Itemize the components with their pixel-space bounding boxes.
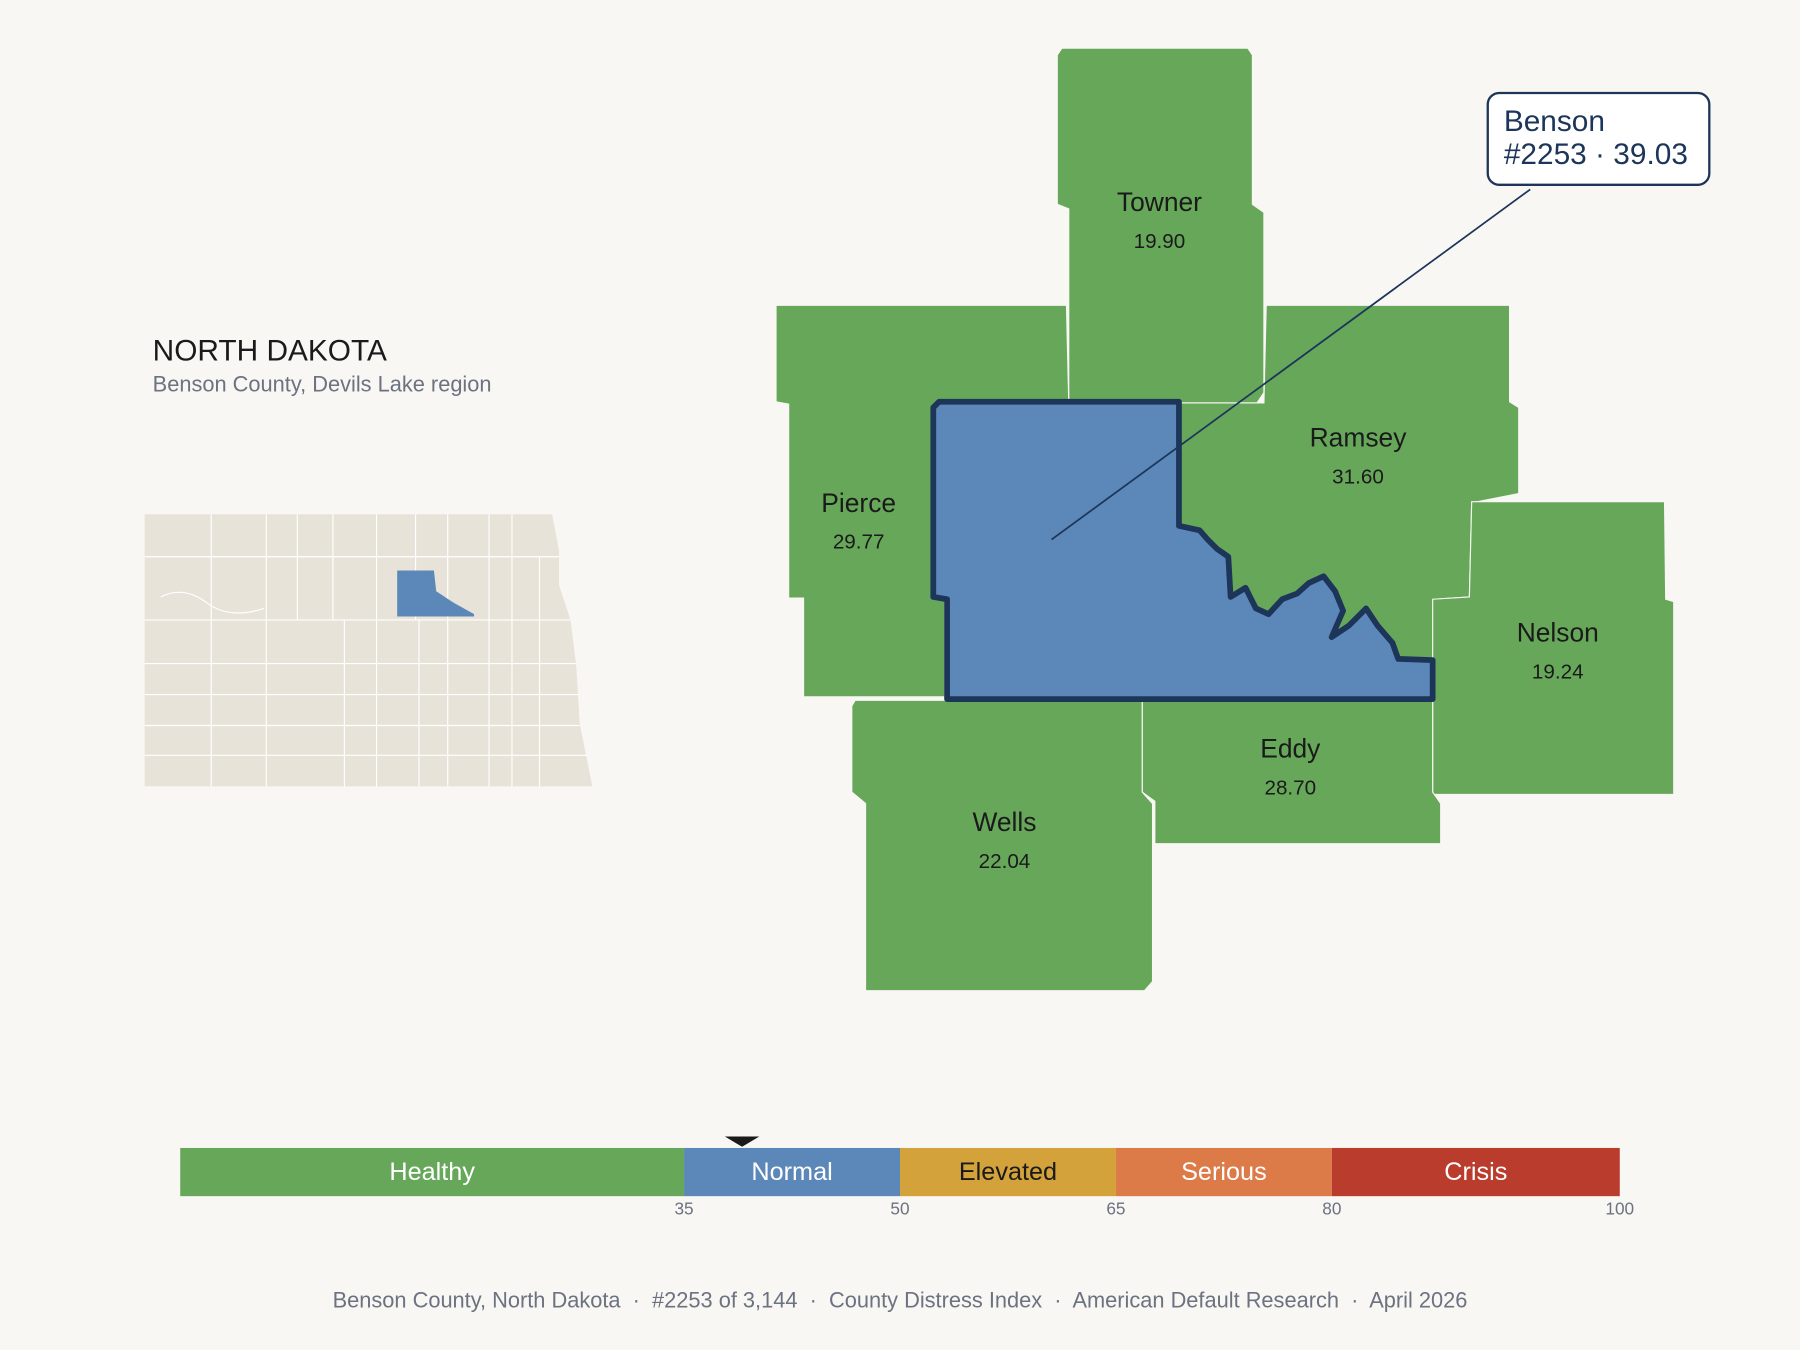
scale-band <box>180 1147 685 1197</box>
scale-band <box>1331 1147 1620 1197</box>
score-marker <box>724 1136 760 1147</box>
county-benson <box>930 398 1436 702</box>
callout-detail: #2253 · 39.03 <box>1504 138 1688 171</box>
tick-label: 65 <box>1106 1199 1125 1219</box>
state-inset <box>144 514 593 787</box>
distress-scale: Healthy Normal Elevated Serious Crisis 35 50 65… <box>180 1136 1634 1219</box>
tick-label: 35 <box>674 1199 693 1219</box>
band-label: Crisis <box>1444 1158 1507 1186</box>
band-label: Serious <box>1181 1158 1267 1186</box>
county-eddy <box>1141 699 1442 845</box>
county-name: Nelson <box>1517 618 1599 648</box>
tick-label: 100 <box>1605 1199 1634 1219</box>
tick-label: 50 <box>890 1199 909 1219</box>
county-score: 19.24 <box>1532 660 1584 683</box>
county-score: 31.60 <box>1332 465 1384 488</box>
county-score: 22.04 <box>979 850 1031 873</box>
county-wells <box>851 699 1154 992</box>
leader-line <box>1051 188 1531 541</box>
county-score: 19.90 <box>1134 230 1186 253</box>
scale-band <box>1115 1147 1332 1197</box>
tick-label: 80 <box>1322 1199 1341 1219</box>
county-name: Ramsey <box>1310 423 1408 453</box>
footer: Benson County, North Dakota · #2253 of 3… <box>333 1288 1468 1313</box>
scale-band <box>684 1147 900 1197</box>
inset-highlight <box>397 570 475 617</box>
county-towner <box>1056 47 1265 404</box>
band-label: Elevated <box>959 1158 1057 1186</box>
subtitle: Benson County, Devils Lake region <box>153 371 492 396</box>
callout-box <box>1486 91 1711 186</box>
callout-name: Benson <box>1504 105 1605 138</box>
state-shape <box>144 514 593 787</box>
region-map: Towner 19.90 Pierce 29.77 Ramsey 31.60 Nelson 1… <box>775 47 1711 992</box>
county-score: 29.77 <box>833 531 885 554</box>
band-label: Healthy <box>389 1158 475 1186</box>
county-name: Eddy <box>1260 734 1321 764</box>
county-nelson <box>1432 501 1675 795</box>
band-label: Normal <box>751 1158 832 1186</box>
title: NORTH DAKOTA <box>153 334 387 367</box>
county-name: Wells <box>972 807 1036 837</box>
county-lines <box>144 514 588 787</box>
county-name: Towner <box>1117 187 1202 217</box>
county-name: Pierce <box>821 488 896 518</box>
scale-band <box>900 1147 1116 1197</box>
county-score: 28.70 <box>1264 776 1316 799</box>
